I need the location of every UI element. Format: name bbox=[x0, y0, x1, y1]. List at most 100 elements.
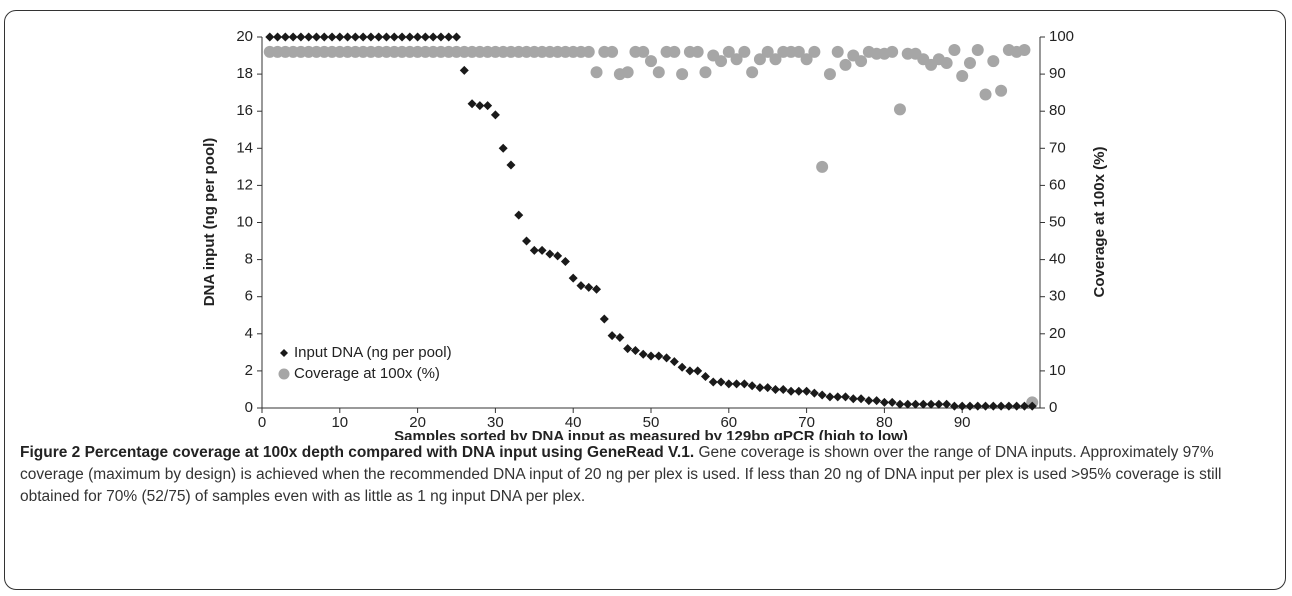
diamond-marker bbox=[949, 401, 959, 411]
diamond-marker bbox=[319, 32, 329, 42]
circle-marker bbox=[699, 66, 712, 79]
diamond-marker bbox=[724, 379, 734, 389]
diamond-marker bbox=[942, 399, 952, 409]
diamond-marker bbox=[755, 383, 765, 393]
circle-marker bbox=[816, 160, 829, 173]
diamond-marker bbox=[911, 399, 921, 409]
diamond-marker bbox=[1004, 401, 1014, 411]
circle-marker bbox=[606, 45, 619, 58]
legend-marker bbox=[280, 349, 288, 357]
diamond-marker bbox=[381, 32, 391, 42]
diamond-marker bbox=[553, 251, 563, 261]
diamond-marker bbox=[311, 32, 321, 42]
diamond-marker bbox=[623, 344, 633, 354]
circle-marker bbox=[715, 55, 728, 68]
circle-marker bbox=[979, 88, 992, 101]
diamond-marker bbox=[529, 245, 539, 255]
y2-tick-label: 70 bbox=[1049, 139, 1066, 156]
diamond-marker bbox=[677, 362, 687, 372]
y-tick-label: 12 bbox=[236, 176, 253, 193]
y2-tick-label: 90 bbox=[1049, 65, 1066, 82]
diamond-marker bbox=[444, 32, 454, 42]
diamond-marker bbox=[662, 353, 672, 363]
circle-marker bbox=[582, 45, 595, 58]
y-tick-label: 2 bbox=[245, 362, 253, 379]
diamond-marker bbox=[685, 366, 695, 376]
x-tick-label: 40 bbox=[565, 414, 582, 431]
circle-marker bbox=[839, 58, 852, 71]
diamond-marker bbox=[514, 210, 524, 220]
diamond-marker bbox=[576, 281, 586, 291]
diamond-marker bbox=[522, 236, 532, 246]
diamond-marker bbox=[887, 397, 897, 407]
y2-axis-label: Coverage at 100x (%) bbox=[1091, 147, 1108, 298]
y-tick-label: 6 bbox=[245, 288, 253, 305]
caption-label: Figure 2 Percentage coverage at 100x dep… bbox=[20, 444, 695, 461]
circle-marker bbox=[668, 45, 681, 58]
circle-marker bbox=[808, 45, 821, 58]
diamond-marker bbox=[872, 396, 882, 406]
diamond-marker bbox=[630, 345, 640, 355]
circle-marker bbox=[956, 69, 969, 82]
diamond-marker bbox=[739, 379, 749, 389]
diamond-marker bbox=[452, 32, 461, 42]
diamond-marker bbox=[288, 32, 298, 42]
diamond-marker bbox=[833, 392, 843, 402]
diamond-marker bbox=[802, 386, 812, 396]
diamond-marker bbox=[592, 284, 602, 294]
diamond-marker bbox=[700, 371, 710, 381]
circle-marker bbox=[886, 45, 899, 58]
x-tick-label: 10 bbox=[331, 414, 348, 431]
diamond-marker bbox=[397, 32, 407, 42]
chart: Samples sorted by DNA input as measured … bbox=[201, 28, 1108, 440]
y2-tick-label: 50 bbox=[1049, 213, 1066, 230]
diamond-marker bbox=[584, 282, 594, 292]
x-tick-label: 20 bbox=[409, 414, 426, 431]
diamond-marker bbox=[841, 392, 850, 402]
diamond-marker bbox=[981, 401, 991, 411]
diamond-marker bbox=[918, 399, 928, 409]
diamond-marker bbox=[638, 349, 648, 359]
y-tick-label: 18 bbox=[236, 65, 253, 82]
diamond-marker bbox=[794, 386, 804, 396]
circle-marker bbox=[855, 55, 868, 68]
circle-marker bbox=[722, 45, 735, 58]
y2-tick-label: 30 bbox=[1049, 288, 1066, 305]
circle-marker bbox=[995, 84, 1008, 97]
diamond-marker bbox=[856, 394, 866, 404]
circle-marker bbox=[761, 45, 774, 58]
diamond-marker bbox=[280, 32, 290, 42]
legend-label: Coverage at 100x (%) bbox=[294, 365, 440, 382]
diamond-marker bbox=[327, 32, 337, 42]
circle-marker bbox=[652, 66, 665, 79]
x-tick-label: 70 bbox=[798, 414, 815, 431]
circle-marker bbox=[987, 55, 1000, 68]
diamond-marker bbox=[903, 399, 913, 409]
y2-tick-label: 80 bbox=[1049, 102, 1066, 119]
diamond-marker bbox=[296, 32, 306, 42]
circle-marker bbox=[893, 103, 906, 116]
diamond-marker bbox=[506, 160, 516, 170]
diamond-marker bbox=[825, 392, 835, 402]
diamond-marker bbox=[413, 32, 423, 42]
diamond-marker bbox=[786, 386, 796, 396]
circle-marker bbox=[963, 56, 976, 69]
circle-marker bbox=[746, 66, 759, 79]
diamond-marker bbox=[374, 32, 384, 42]
circle-marker bbox=[940, 56, 953, 69]
y-axis-label: DNA input (ng per pool) bbox=[201, 138, 218, 307]
y2-tick-label: 0 bbox=[1049, 399, 1057, 416]
circle-marker bbox=[637, 45, 650, 58]
y2-tick-label: 100 bbox=[1049, 28, 1074, 45]
diamond-marker bbox=[389, 32, 399, 42]
circle-marker bbox=[753, 53, 766, 66]
x-axis-label: Samples sorted by DNA input as measured … bbox=[394, 428, 908, 440]
diamond-marker bbox=[537, 245, 547, 255]
y2-tick-label: 10 bbox=[1049, 362, 1066, 379]
diamond-marker bbox=[693, 366, 703, 376]
x-tick-label: 50 bbox=[643, 414, 660, 431]
diamond-marker bbox=[770, 384, 780, 394]
diamond-marker bbox=[304, 32, 314, 42]
diamond-marker bbox=[607, 331, 617, 341]
diamond-marker bbox=[459, 65, 469, 75]
